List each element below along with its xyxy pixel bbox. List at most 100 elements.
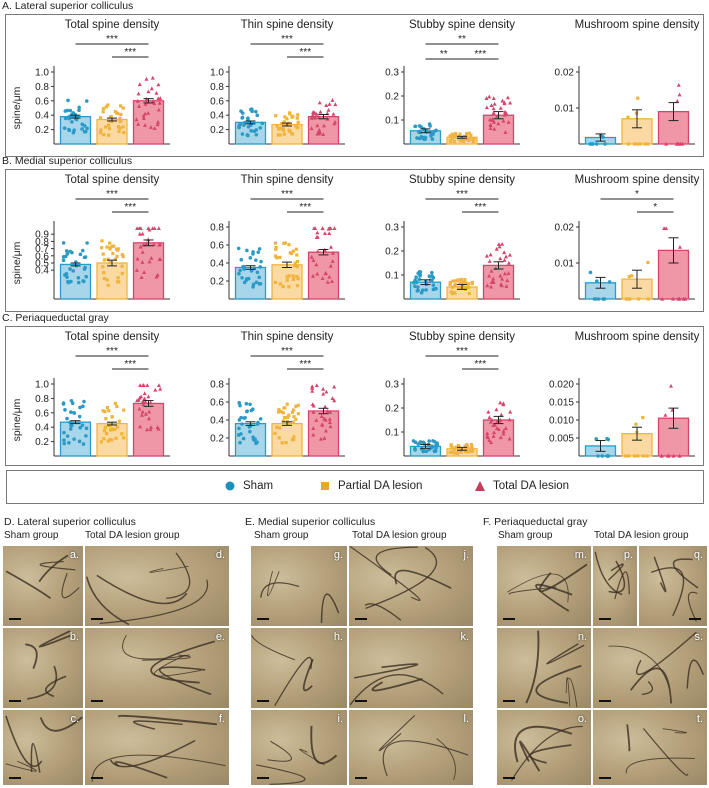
data-point	[273, 431, 277, 435]
data-point	[278, 282, 282, 286]
legend: Sham Partial DA lesion Total DA lesion	[6, 470, 704, 504]
data-point	[506, 120, 511, 124]
dendrite-drawing	[85, 552, 209, 626]
data-point	[154, 91, 159, 95]
data-point	[120, 271, 124, 276]
data-point	[99, 128, 103, 132]
data-point	[322, 123, 327, 128]
data-point	[290, 410, 295, 414]
data-point	[275, 425, 279, 429]
data-point	[627, 274, 631, 279]
data-point	[327, 274, 332, 279]
chart-c-4: Mushroom spine density 0.005 0.010 0.015 0.0…	[549, 331, 700, 458]
data-point	[485, 283, 490, 288]
data-point	[494, 407, 499, 412]
dendrite-drawing	[251, 634, 314, 707]
data-point	[311, 432, 316, 437]
data-point	[254, 109, 258, 114]
data-point	[634, 422, 638, 426]
data-point	[448, 134, 452, 138]
data-point	[330, 279, 335, 284]
data-point	[156, 107, 161, 112]
dendrite-path	[320, 593, 340, 623]
data-point	[449, 290, 453, 294]
data-point	[137, 231, 142, 236]
dendrite-path	[260, 582, 300, 598]
dendrite-path	[302, 658, 314, 692]
data-point	[258, 417, 263, 421]
y-tick-label: 0.01	[555, 104, 575, 115]
y-tick-label: 0.8	[35, 82, 49, 93]
data-point	[118, 126, 122, 130]
micrograph-label: b.	[69, 631, 79, 643]
chart-a-4: Mushroom spine density 0.01 0.02	[555, 19, 700, 146]
y-tick-label: 0.1	[385, 271, 399, 282]
data-point	[295, 126, 299, 130]
data-point	[645, 454, 649, 458]
data-point	[332, 384, 337, 389]
data-point	[448, 139, 453, 144]
data-point	[456, 443, 460, 448]
data-point	[459, 277, 463, 282]
y-tick-label: 0.8	[35, 394, 49, 405]
data-point	[315, 131, 320, 136]
data-point	[646, 142, 650, 146]
data-point	[416, 442, 421, 446]
dendrite-path	[641, 681, 654, 696]
data-point	[491, 276, 496, 281]
data-point	[84, 99, 89, 103]
data-point	[469, 443, 474, 447]
significance-label: ***	[124, 47, 136, 58]
y-tick-label: 0.5	[35, 259, 49, 270]
chart-b-4: Mushroom spine density 0.01 0.02 * *	[555, 174, 700, 301]
data-point	[134, 268, 139, 272]
data-point	[292, 415, 296, 419]
data-point	[101, 110, 105, 114]
data-point	[461, 280, 465, 284]
data-point	[498, 435, 503, 440]
dendrite-path	[267, 571, 280, 597]
data-point	[256, 250, 261, 255]
data-point	[319, 414, 324, 419]
data-point	[104, 105, 108, 109]
significance-label: ***	[281, 189, 293, 200]
dendrite-path	[653, 556, 667, 593]
significance-label: ***	[299, 359, 311, 370]
data-point	[327, 102, 332, 106]
data-point	[156, 226, 161, 231]
data-point	[309, 254, 314, 259]
data-point	[140, 399, 145, 404]
data-point	[63, 408, 67, 412]
micrograph-label: k.	[460, 631, 469, 643]
dendrite-path	[299, 748, 325, 766]
data-point	[330, 259, 335, 263]
photo-group-d-sham: Sham group	[4, 530, 59, 541]
data-point	[65, 275, 69, 279]
data-point	[156, 82, 161, 87]
data-point	[487, 438, 492, 443]
data-point	[489, 417, 494, 422]
dendrite-drawing	[594, 551, 630, 600]
data-point	[122, 130, 126, 135]
micrograph-label: e.	[215, 631, 225, 643]
dendrite-path	[535, 664, 582, 704]
dendrite-path	[251, 634, 296, 661]
data-point	[451, 292, 455, 296]
data-point	[158, 242, 163, 247]
data-point	[108, 438, 112, 442]
data-point	[119, 119, 123, 123]
scale-bar	[91, 700, 103, 702]
data-point	[143, 101, 148, 106]
data-point	[487, 94, 492, 99]
micrograph-label: t.	[696, 713, 703, 725]
chart-c-1: Total spine density spine/μm 0.2 0.4 0.6 0.8 1…	[11, 331, 170, 457]
data-point	[246, 276, 251, 281]
data-point	[635, 142, 639, 146]
data-point	[295, 274, 299, 279]
data-point	[626, 142, 631, 146]
data-point	[421, 440, 426, 445]
data-point	[311, 258, 316, 263]
y-tick-label: 0.01	[555, 259, 575, 270]
data-point	[321, 391, 326, 396]
data-point	[144, 76, 149, 81]
